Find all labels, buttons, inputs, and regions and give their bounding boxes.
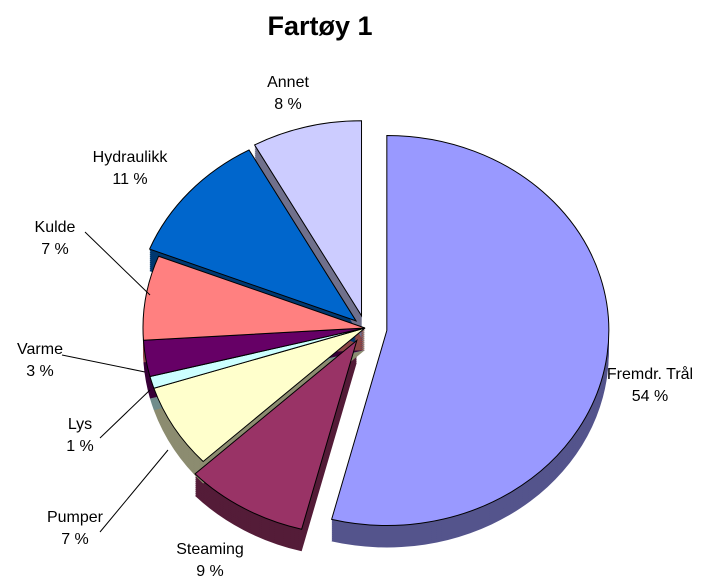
slice: [142, 255, 366, 341]
slice-value-label: 8 %: [274, 96, 302, 113]
slice-label: Steaming: [176, 541, 244, 558]
slice-value-label: 1 %: [66, 438, 94, 455]
slice-label: Hydraulikk: [93, 149, 169, 166]
slice-label: Kulde: [35, 219, 76, 236]
leader-line: [99, 449, 169, 533]
slice-label: Annet: [267, 74, 309, 91]
slice: [253, 120, 363, 318]
leader-line: [84, 231, 151, 296]
slice-label: Lys: [68, 416, 92, 433]
slice-value-label: 3 %: [26, 363, 54, 380]
leader-line: [61, 354, 146, 373]
slice-value-label: 54 %: [632, 388, 668, 405]
slice-label: Fremdr. Trål: [607, 365, 693, 383]
slice-value-label: 9 %: [196, 563, 224, 580]
slice: [330, 134, 610, 526]
slice-value-label: 11 %: [112, 171, 147, 188]
slice-value-label: 7 %: [61, 531, 89, 548]
slice: [194, 338, 358, 530]
slice-value-label: 7 %: [41, 241, 69, 258]
slice-label: Pumper: [47, 509, 104, 526]
slice-label: Varme: [17, 341, 63, 358]
slice: [148, 149, 358, 322]
leader-line: [99, 389, 151, 439]
chart-title: Fartøy 1: [267, 11, 372, 41]
